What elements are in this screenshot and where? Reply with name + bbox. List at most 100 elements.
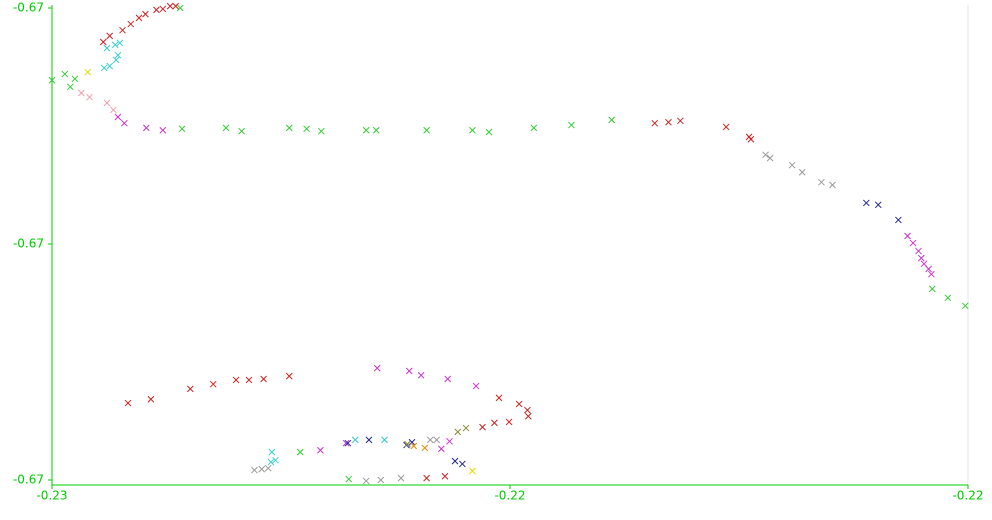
point [251,466,258,474]
point [417,371,425,379]
point [71,75,79,83]
point-stroke [928,285,936,293]
point [515,400,523,408]
point-stroke [762,151,769,159]
point-stroke [178,125,186,133]
point [524,406,531,414]
point-stroke [404,440,411,448]
point [433,436,441,444]
point-stroke [127,20,135,28]
point-stroke [798,168,806,176]
point-stroke [421,444,429,452]
point-stroke [344,439,352,447]
point [677,117,684,125]
point-stroke [410,442,418,450]
point [917,254,925,262]
point-stroke [272,456,279,464]
point-stroke [176,4,184,12]
point [268,448,276,456]
point-stroke [77,89,85,97]
point-stroke [111,41,119,49]
point-stroke [172,2,180,10]
point-stroke [788,161,796,169]
point [258,465,266,473]
point-stroke [268,448,276,456]
point [505,418,513,426]
point [925,265,932,273]
point-stroke [147,395,155,403]
point [404,440,411,448]
point [397,474,405,482]
point [405,367,413,375]
point-stroke [159,5,167,13]
point [928,285,936,293]
point-stroke [944,294,952,302]
point-stroke [373,364,381,372]
point [362,477,370,485]
point-stroke [925,265,932,273]
point-stroke [303,125,311,133]
point-stroke [372,126,380,134]
point [351,436,359,444]
point-stroke [342,439,350,447]
point-stroke [568,121,575,129]
point [142,10,149,18]
point-stroke [408,438,416,446]
point-stroke [258,465,266,473]
point [100,64,108,72]
point-stroke [110,106,117,114]
point-stroke [345,475,353,483]
point [116,39,124,47]
point-stroke [100,64,108,72]
point [209,380,217,388]
point-stroke [112,56,120,64]
point [451,457,459,465]
point [377,476,385,484]
y-tick-label: -0.67 [13,1,44,15]
point [747,135,755,143]
point [114,51,122,59]
y-tick-label: -0.67 [13,237,44,251]
point [818,178,825,186]
point-stroke [114,113,122,121]
point-stroke [116,39,124,47]
point-stroke [462,424,470,432]
point [172,2,180,10]
point-stroke [86,93,93,101]
point [479,423,486,431]
x-tick-label: -0.22 [952,489,983,503]
point [373,364,381,372]
point [106,62,114,70]
point [788,161,796,169]
point-stroke [103,99,111,107]
point-stroke [829,181,836,189]
point-stroke [106,32,114,40]
point [895,216,902,224]
point [110,106,117,114]
point [103,44,111,52]
point [317,127,325,135]
point-stroke [405,367,413,375]
point [862,199,870,207]
point-stroke [417,371,425,379]
point [459,460,466,468]
point-stroke [433,436,441,444]
point-stroke [722,123,730,131]
point [111,41,119,49]
point [112,56,120,64]
point [178,125,186,133]
point-stroke [84,68,92,76]
point-stroke [142,124,150,132]
point-stroke [317,127,325,135]
point-stroke [665,118,672,126]
point-stroke [222,124,230,132]
point-stroke [451,457,459,465]
point [77,89,85,97]
point [408,438,416,446]
point-stroke [119,26,126,34]
point [495,394,503,402]
point [426,436,434,444]
point-stroke [874,201,882,209]
